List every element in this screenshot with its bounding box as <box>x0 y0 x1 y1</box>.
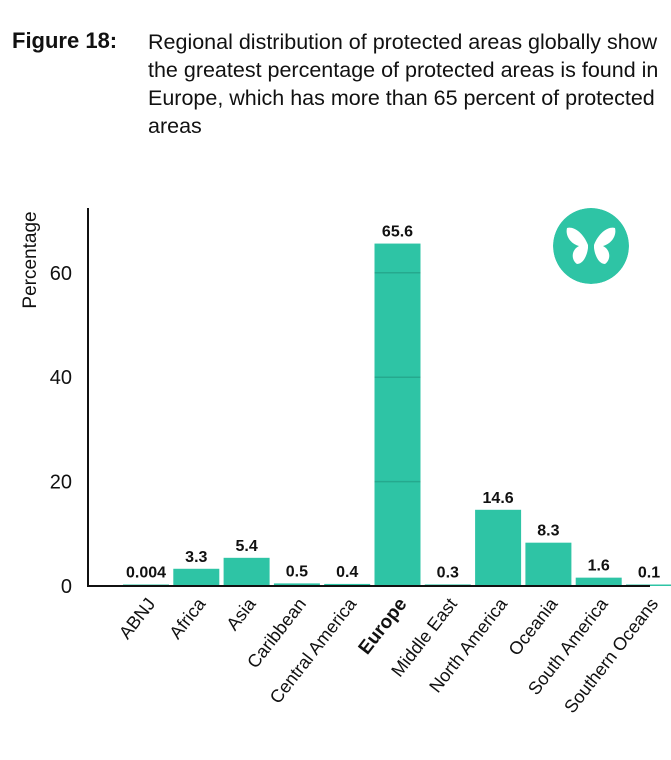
bar-1 <box>173 568 220 586</box>
category-label-1: Africa <box>165 593 210 642</box>
y-tick-label: 40 <box>50 367 72 389</box>
value-label-2: 5.4 <box>235 538 257 555</box>
value-label-10: 0.1 <box>638 565 660 582</box>
value-label-4: 0.4 <box>336 564 358 581</box>
axes-layer: 0 20 40 60 Percentage <box>20 208 650 598</box>
bar-4 <box>324 583 371 586</box>
value-label-1: 3.3 <box>185 549 207 566</box>
butterfly-icon <box>553 208 629 284</box>
bar-8 <box>525 542 572 586</box>
bar-chart: 0 20 40 60 Percentage 0.004 ABNJ 3.3 Africa 5.4 A… <box>20 208 671 717</box>
y-axis-label: Percentage <box>20 211 41 308</box>
value-label-7: 14.6 <box>483 490 514 507</box>
y-tick-label: 60 <box>50 263 72 285</box>
category-label-10: Southern Oceans <box>560 594 662 717</box>
figure-caption-text: Regional distribution of protected areas… <box>148 30 659 138</box>
value-label-8: 8.3 <box>537 523 559 540</box>
y-tick-label: 20 <box>50 472 72 494</box>
value-label-6: 0.3 <box>437 564 459 581</box>
bar-7 <box>475 509 522 586</box>
figure-label: Figure 18: <box>12 28 118 53</box>
value-label-0: 0.004 <box>126 565 166 582</box>
y-tick-label: 0 <box>61 576 72 598</box>
bar-2 <box>223 557 270 586</box>
bars-layer <box>123 243 671 586</box>
category-label-0: ABNJ <box>115 594 159 643</box>
bar-5 <box>374 243 421 586</box>
bar-9 <box>575 577 622 586</box>
value-label-5: 65.6 <box>382 224 413 241</box>
category-label-4: Central America <box>266 593 361 707</box>
category-label-2: Asia <box>222 593 260 634</box>
bar-3 <box>273 583 320 586</box>
value-label-3: 0.5 <box>286 563 308 580</box>
value-label-9: 1.6 <box>588 558 610 575</box>
